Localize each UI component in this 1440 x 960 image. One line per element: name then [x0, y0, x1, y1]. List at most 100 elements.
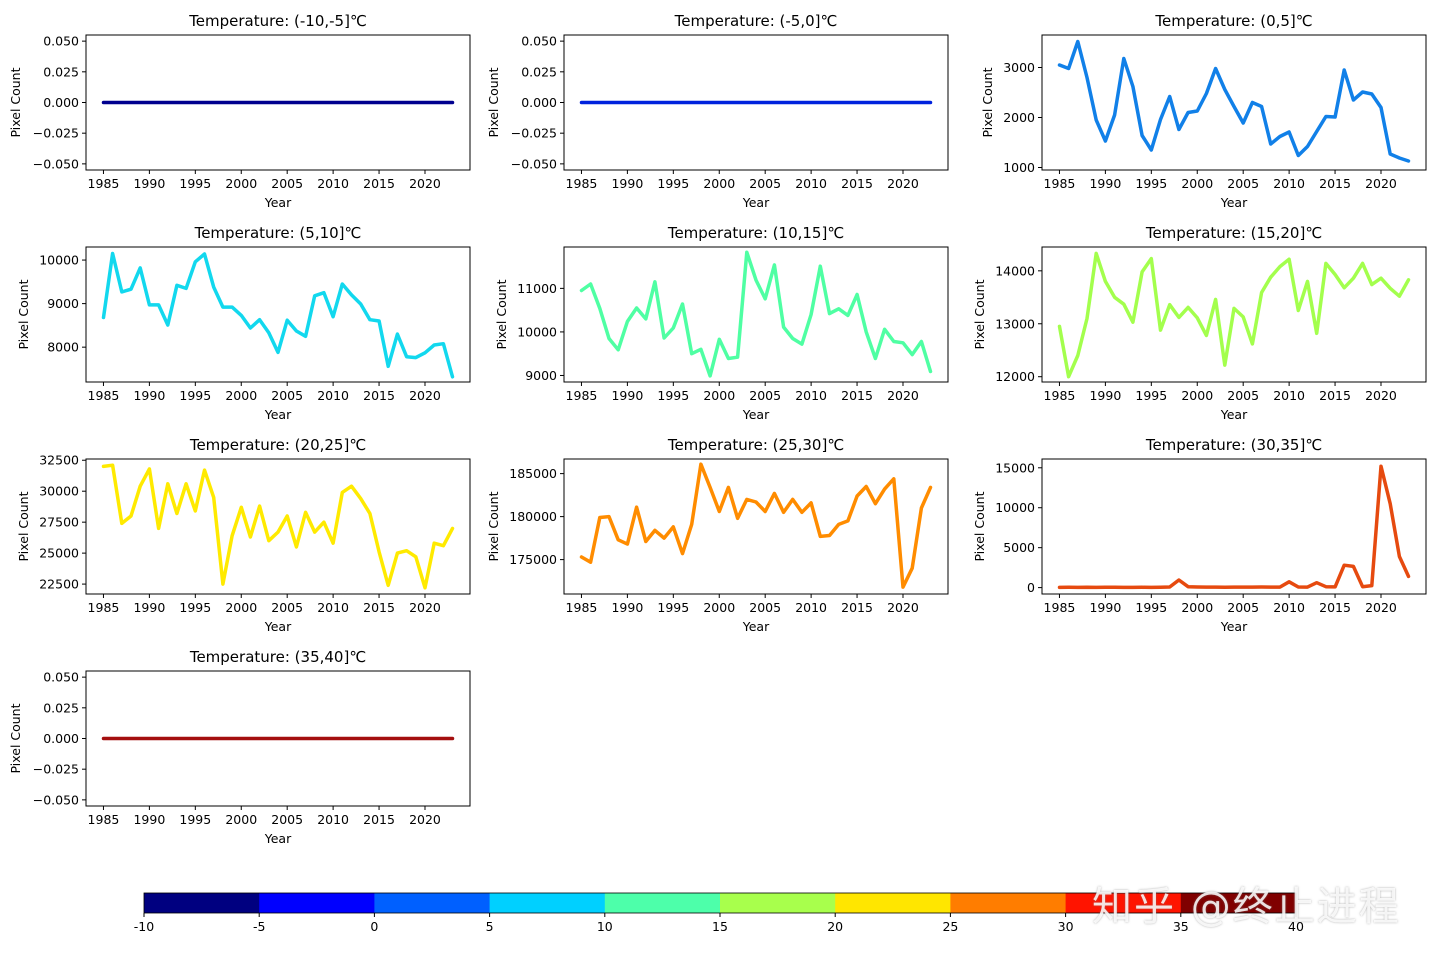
colorbar: -10 -5 0 5 10 15 20 25 30 35 40 [134, 892, 1304, 934]
colorbar-tick-label: 15 [712, 919, 728, 934]
x-tick-label: 2005 [271, 812, 303, 827]
y-tick-label: 9000 [525, 368, 557, 383]
y-axis-label: Pixel Count [972, 279, 987, 349]
x-tick-label: 1990 [1089, 176, 1121, 191]
x-tick-label: 2015 [1319, 388, 1351, 403]
subplot-10: Temperature: (35,40]℃ 1985 1990 1995 2000 200… [8, 648, 471, 846]
subplot-7: Temperature: (20,25]℃ 1985 1990 1995 2000 200… [16, 436, 471, 634]
y-tick-label: 12000 [995, 369, 1035, 384]
subplot-title: Temperature: (5,10]℃ [194, 224, 362, 242]
colorbar-segment [1180, 893, 1297, 913]
y-axis-label: Pixel Count [972, 491, 987, 561]
subplot-title: Temperature: (30,35]℃ [1145, 436, 1322, 454]
x-tick-label: 2010 [317, 176, 349, 191]
x-tick-label: 2015 [841, 388, 873, 403]
y-tick-label: 9000 [47, 296, 79, 311]
x-tick-label: 2005 [271, 388, 303, 403]
y-tick-label: 0.025 [43, 700, 79, 715]
colorbar-segment [604, 893, 721, 913]
x-tick-label: 2020 [887, 600, 919, 615]
x-tick-label: 2000 [225, 388, 257, 403]
x-tick-label: 1995 [657, 600, 689, 615]
y-axis-label: Pixel Count [8, 703, 23, 773]
y-tick-label: 0.025 [521, 64, 557, 79]
x-tick-label: 1985 [88, 176, 120, 191]
x-tick-label: 1985 [88, 812, 120, 827]
x-tick-label: 2020 [409, 176, 441, 191]
x-tick-label: 2010 [317, 600, 349, 615]
colorbar-tick-label: -5 [253, 919, 265, 934]
x-tick-label: 2010 [1273, 176, 1305, 191]
y-tick-label: −0.025 [33, 126, 79, 141]
series-line [579, 462, 933, 589]
x-tick-label: 1990 [133, 600, 165, 615]
x-tick-label: 2005 [271, 176, 303, 191]
subplot-title: Temperature: (35,40]℃ [189, 648, 366, 666]
x-tick-label: 2015 [363, 600, 395, 615]
x-tick-label: 2020 [887, 176, 919, 191]
series-line [101, 251, 455, 379]
subplot-title: Temperature: (20,25]℃ [189, 436, 366, 454]
y-axis-label: Pixel Count [486, 67, 501, 137]
x-tick-label: 1990 [611, 176, 643, 191]
x-tick-label: 2005 [271, 600, 303, 615]
x-tick-label: 1995 [179, 812, 211, 827]
plot-frame [563, 246, 949, 383]
y-tick-label: 175000 [509, 552, 557, 567]
x-tick-label: 2000 [225, 812, 257, 827]
x-tick-label: 2005 [749, 388, 781, 403]
x-axis-label: Year [1220, 407, 1248, 422]
x-tick-label: 2010 [317, 812, 349, 827]
plot-frame [563, 34, 949, 171]
colorbar-segment [259, 893, 375, 913]
y-tick-label: 13000 [995, 316, 1035, 331]
y-tick-label: 10000 [995, 500, 1035, 515]
y-tick-label: 0.000 [43, 731, 79, 746]
y-tick-label: −0.050 [33, 156, 79, 171]
colorbar-tick-label: 10 [597, 919, 613, 934]
series-line [1057, 464, 1411, 590]
y-axis-label: Pixel Count [494, 279, 509, 349]
y-tick-label: −0.025 [511, 126, 557, 141]
x-tick-label: 1990 [611, 600, 643, 615]
y-axis-label: Pixel Count [16, 491, 31, 561]
x-tick-label: 2015 [1319, 600, 1351, 615]
x-tick-label: 1985 [566, 600, 598, 615]
watermark-text: 知乎 @终止进程 [1092, 884, 1401, 930]
x-tick-label: 1985 [88, 600, 120, 615]
x-tick-label: 2015 [1319, 176, 1351, 191]
plot-frame [1041, 458, 1427, 595]
x-tick-label: 2010 [1273, 600, 1305, 615]
series-line [1057, 251, 1411, 379]
y-tick-label: 32500 [39, 453, 79, 468]
subplot-1: Temperature: (-10,-5]℃ 1985 1990 1995 2000 20… [8, 12, 471, 210]
x-tick-label: 2020 [887, 388, 919, 403]
subplot-title: Temperature: (10,15]℃ [667, 224, 844, 242]
x-axis-label: Year [742, 619, 770, 634]
x-tick-label: 1985 [88, 388, 120, 403]
y-tick-label: 25000 [39, 546, 79, 561]
y-tick-label: 0.050 [43, 34, 79, 49]
x-axis-label: Year [264, 407, 292, 422]
colorbar-tick-label: 30 [1058, 919, 1074, 934]
x-tick-label: 2015 [363, 388, 395, 403]
y-tick-label: 180000 [509, 509, 557, 524]
x-tick-label: 2010 [795, 388, 827, 403]
series-line [1057, 39, 1411, 163]
colorbar-tick-label: 25 [942, 919, 958, 934]
subplot-3: Temperature: (0,5]℃ 1985 1990 1995 2000 2005 2… [980, 12, 1427, 210]
y-tick-label: 0 [1027, 580, 1035, 595]
y-tick-label: 5000 [1003, 540, 1035, 555]
x-tick-label: 2005 [749, 176, 781, 191]
y-tick-label: 10000 [39, 253, 79, 268]
colorbar-segment [720, 893, 836, 913]
plot-frame [85, 246, 471, 383]
x-tick-label: 2000 [1181, 600, 1213, 615]
x-tick-label: 2015 [841, 176, 873, 191]
x-tick-label: 2005 [749, 600, 781, 615]
y-tick-label: −0.050 [33, 792, 79, 807]
colorbar-tick-label: 20 [827, 919, 843, 934]
x-tick-label: 2000 [225, 600, 257, 615]
plot-frame [85, 34, 471, 171]
